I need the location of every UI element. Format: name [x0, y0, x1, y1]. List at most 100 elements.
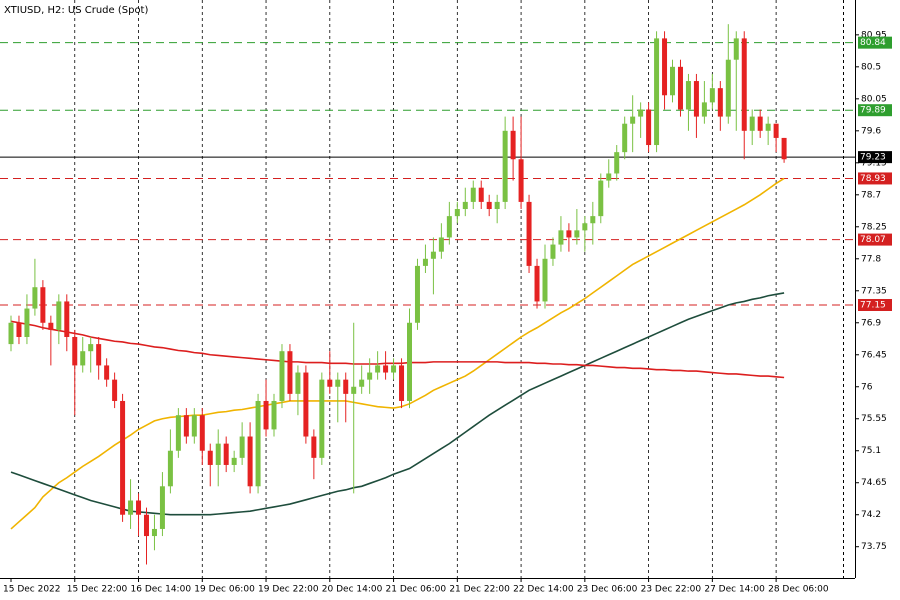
- candle-body: [287, 351, 293, 394]
- candle-body: [654, 38, 660, 146]
- candle-body: [223, 443, 229, 465]
- candle-body: [191, 415, 197, 437]
- candle-body: [183, 415, 189, 437]
- candle-body: [143, 514, 149, 537]
- candle-body: [749, 116, 755, 131]
- x-tick-label: 16 Dec 14:00: [131, 585, 192, 595]
- y-tick-label: 80.5: [861, 62, 881, 72]
- candle-body: [112, 379, 118, 401]
- x-tick-label: 19 Dec 22:00: [258, 585, 319, 595]
- candle-body: [422, 258, 428, 266]
- candle-body: [24, 308, 30, 337]
- candle-body: [48, 322, 54, 330]
- y-tick-label: 80.95: [861, 30, 887, 40]
- candle-body: [128, 500, 134, 515]
- moving-average: [10, 177, 785, 530]
- moving-average: [10, 320, 785, 379]
- chart-title: XTIUSD, H2: US Crude (Spot): [4, 5, 148, 16]
- candle-body: [701, 102, 707, 117]
- y-tick-label: 76.9: [861, 318, 881, 328]
- candle-body: [462, 201, 468, 210]
- candle-body: [510, 130, 516, 160]
- x-tick-label: 15 Dec 2022: [3, 585, 61, 595]
- x-tick-label: 19 Dec 06:00: [194, 585, 255, 595]
- candle-body: [391, 365, 397, 373]
- candle-body: [414, 265, 420, 323]
- price-tag-label: 78.07: [860, 235, 886, 245]
- candle-body: [80, 351, 86, 366]
- y-tick-label: 75.55: [861, 414, 887, 424]
- candle-body: [255, 400, 261, 487]
- candle-body: [542, 258, 548, 302]
- candle-body: [638, 109, 644, 117]
- y-tick-label: 79.15: [861, 158, 887, 168]
- candle-body: [470, 187, 476, 202]
- y-tick-label: 76: [861, 382, 873, 392]
- price-tag: [858, 104, 892, 117]
- candle-body: [279, 351, 285, 401]
- price-tag-label: 80.84: [860, 38, 886, 48]
- candle-body: [247, 436, 253, 487]
- y-tick-label: 77.35: [861, 286, 887, 296]
- candle-body: [407, 322, 412, 401]
- candle-body: [319, 379, 325, 458]
- candle-body: [534, 265, 540, 302]
- candle-body: [558, 230, 564, 245]
- candle-body: [351, 386, 357, 394]
- x-tick-label: 27 Dec 14:00: [704, 585, 765, 595]
- price-tag-label: 78.93: [860, 174, 886, 184]
- candle-body: [486, 201, 492, 210]
- price-tag: [858, 151, 892, 164]
- candle-body: [311, 436, 317, 458]
- candle-body: [526, 201, 532, 266]
- ma-layer: [10, 177, 785, 530]
- candle-body: [167, 450, 173, 487]
- candle-body: [64, 301, 70, 337]
- candle-body: [199, 415, 205, 451]
- x-tick-label: 20 Dec 14:00: [322, 585, 383, 595]
- y-tick-label: 78.7: [861, 190, 881, 200]
- candle-body: [120, 400, 126, 515]
- candle-body: [502, 130, 508, 202]
- candle-body: [430, 251, 436, 259]
- candle-body: [518, 159, 524, 202]
- candle-body: [494, 201, 500, 210]
- y-tick-label: 74.2: [861, 510, 881, 520]
- y-tick-label: 77.8: [861, 254, 881, 264]
- candle-body: [693, 81, 699, 117]
- y-tick-label: 73.75: [861, 542, 887, 552]
- moving-average: [10, 292, 785, 516]
- grid-layer: [0, 0, 855, 578]
- candle-body: [96, 344, 102, 366]
- price-tag-label: 79.89: [860, 106, 886, 116]
- candle-body: [343, 379, 349, 394]
- price-tag: [858, 36, 892, 49]
- x-tick-label: 23 Dec 06:00: [577, 585, 638, 595]
- candle-body: [56, 301, 62, 330]
- candle-body: [622, 123, 628, 153]
- price-tag-label: 79.23: [860, 153, 886, 163]
- candle-body: [709, 88, 715, 103]
- candle-body: [717, 88, 723, 117]
- candle-body: [670, 66, 676, 96]
- candle-body: [574, 230, 580, 238]
- candle-body: [646, 109, 652, 146]
- candle-body: [136, 500, 142, 515]
- candle-body: [598, 180, 604, 217]
- candle-body: [263, 400, 269, 430]
- candle-body: [335, 379, 341, 387]
- candle-body: [8, 322, 14, 345]
- candle-body: [606, 173, 612, 181]
- price-tag-label: 77.15: [860, 300, 886, 310]
- candle-body: [159, 486, 165, 529]
- candle-body: [32, 287, 38, 309]
- x-tick-label: 21 Dec 06:00: [386, 585, 447, 595]
- candle-body: [582, 223, 588, 231]
- candle-body: [662, 38, 668, 96]
- y-tick-label: 80.05: [861, 94, 887, 104]
- candle-body: [88, 344, 94, 352]
- candle-body: [733, 38, 739, 60]
- axis-layer: 73.75 74.2 74.65 75.1 75.55 76 76.45 76.9 77.35 7…: [3, 30, 892, 595]
- candle-body: [725, 59, 731, 117]
- candle-body: [454, 209, 460, 217]
